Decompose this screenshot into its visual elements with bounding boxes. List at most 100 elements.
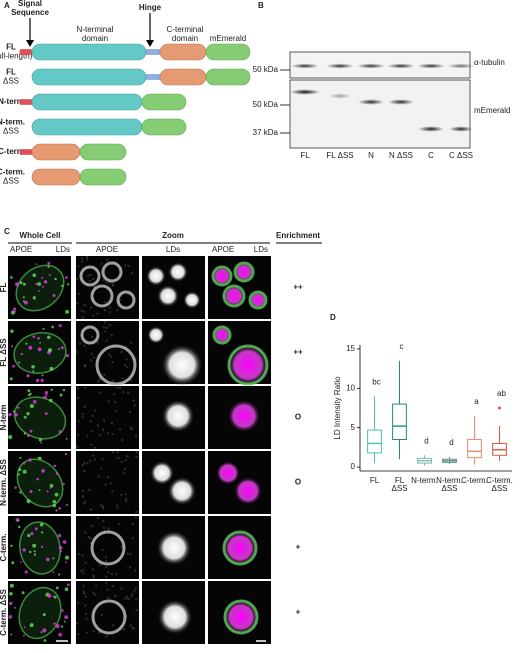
ld	[167, 476, 197, 506]
puncta	[12, 364, 15, 368]
puncta	[47, 265, 50, 268]
noise	[106, 476, 110, 479]
puncta	[58, 324, 62, 328]
apoe-merge	[222, 284, 246, 308]
column-header: Enrichment	[276, 231, 320, 240]
puncta	[18, 525, 21, 529]
noise	[92, 591, 95, 595]
puncta	[24, 300, 28, 305]
noise	[77, 552, 80, 556]
row-label: N-term. ΔSS	[0, 459, 8, 506]
domain-c	[31, 143, 81, 161]
noise	[104, 565, 108, 569]
column-header: Whole Cell	[20, 231, 61, 240]
label: C-terminal	[167, 25, 204, 34]
noise	[105, 326, 109, 329]
cell	[13, 396, 67, 440]
puncta	[49, 366, 54, 371]
lane-label: FL ΔSS	[326, 151, 353, 160]
noise	[124, 597, 127, 600]
band	[418, 126, 444, 132]
puncta	[10, 544, 13, 547]
domain-g	[205, 43, 251, 61]
noise	[131, 626, 134, 630]
puncta	[55, 586, 59, 590]
puncta	[37, 282, 42, 286]
noise	[80, 259, 84, 263]
noise	[84, 561, 87, 565]
noise	[91, 524, 94, 528]
noise	[121, 377, 125, 380]
noise	[83, 469, 86, 473]
noise	[110, 421, 114, 425]
label: Hinge	[139, 3, 162, 12]
puncta	[32, 543, 37, 548]
band	[290, 89, 320, 95]
puncta	[41, 468, 45, 473]
ld-merge	[213, 326, 231, 344]
puncta	[41, 276, 44, 279]
puncta	[22, 282, 26, 286]
puncta	[35, 263, 38, 266]
noise	[112, 623, 115, 627]
noise	[107, 570, 110, 574]
noise	[131, 537, 135, 540]
puncta	[58, 430, 62, 434]
y-tick-label: 5	[351, 423, 356, 432]
noise	[104, 575, 108, 578]
noise	[117, 456, 120, 460]
noise	[81, 316, 84, 319]
noise	[111, 282, 114, 286]
noise	[111, 361, 114, 364]
noise	[82, 590, 85, 593]
puncta	[58, 507, 61, 510]
noise	[96, 312, 99, 315]
puncta	[33, 550, 36, 553]
ld	[161, 344, 203, 386]
noise	[76, 445, 79, 448]
ld	[146, 266, 166, 286]
noise	[106, 588, 109, 592]
noise	[86, 258, 89, 261]
noise	[83, 502, 86, 505]
puncta	[49, 487, 52, 489]
construct-label: C-term	[0, 147, 24, 156]
noise	[84, 531, 87, 534]
noise	[102, 419, 106, 422]
puncta	[29, 489, 33, 494]
micrograph	[76, 516, 139, 579]
cell	[18, 586, 62, 640]
puncta	[64, 452, 68, 456]
puncta	[57, 533, 62, 538]
puncta	[47, 348, 53, 353]
noise	[102, 505, 105, 509]
noise	[111, 489, 114, 493]
puncta	[37, 347, 42, 352]
noise	[104, 560, 108, 563]
puncta	[47, 593, 52, 598]
noise	[81, 554, 84, 557]
apoe-ring	[91, 599, 127, 635]
construct-label: ΔSS	[3, 127, 19, 136]
puncta	[17, 519, 20, 522]
x-tick-label: ΔSS	[491, 484, 507, 493]
noise	[124, 493, 127, 496]
puncta	[30, 532, 34, 536]
noise	[96, 424, 100, 427]
ld	[156, 530, 192, 566]
puncta	[66, 503, 69, 507]
y-axis-label: LD Intensity Ratio	[333, 376, 342, 440]
puncta	[23, 415, 27, 419]
noise	[99, 563, 102, 567]
puncta	[8, 601, 13, 606]
noise	[121, 438, 124, 442]
band	[387, 63, 415, 69]
x-tick-label: ΔSS	[441, 484, 457, 493]
noise	[103, 373, 106, 376]
puncta	[20, 561, 22, 563]
puncta	[32, 400, 37, 404]
noise	[83, 364, 87, 368]
noise	[85, 617, 88, 620]
domain-c	[159, 43, 207, 61]
noise	[124, 363, 127, 367]
